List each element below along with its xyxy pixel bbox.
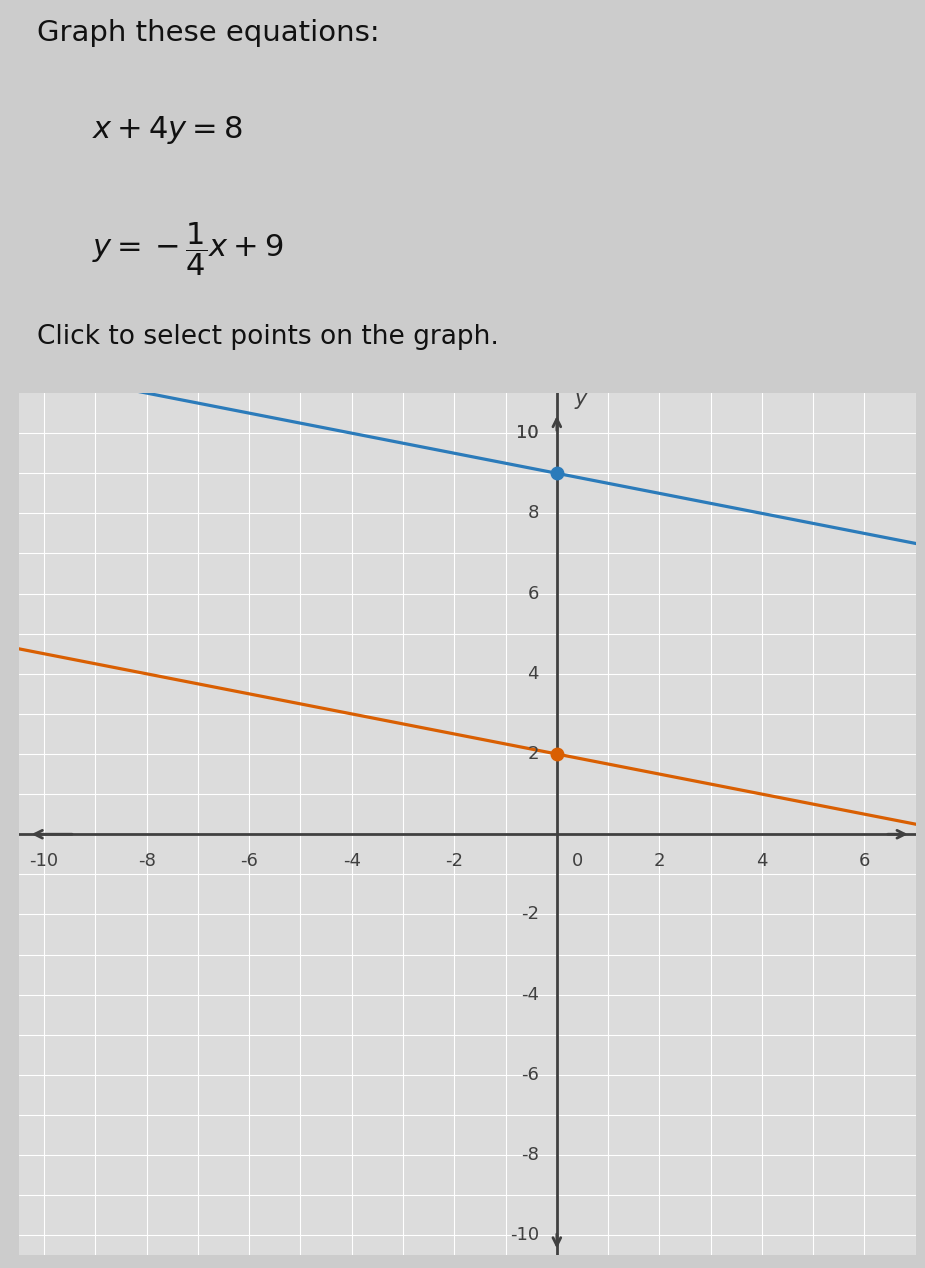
Text: 2: 2 — [654, 852, 665, 870]
Text: 10: 10 — [516, 425, 539, 443]
Text: -6: -6 — [521, 1066, 539, 1084]
Text: $x + 4y = 8$: $x + 4y = 8$ — [92, 114, 243, 146]
Text: -2: -2 — [521, 905, 539, 923]
Text: -4: -4 — [343, 852, 361, 870]
Text: 8: 8 — [527, 505, 539, 522]
Text: -8: -8 — [521, 1146, 539, 1164]
Text: 2: 2 — [527, 746, 539, 763]
Text: 10: 10 — [516, 425, 539, 443]
Text: -10: -10 — [30, 852, 58, 870]
Text: -4: -4 — [521, 985, 539, 1004]
Text: 4: 4 — [756, 852, 768, 870]
Text: 6: 6 — [527, 585, 539, 602]
Text: -10: -10 — [510, 1226, 539, 1244]
Text: -2: -2 — [445, 852, 463, 870]
Text: 4: 4 — [527, 664, 539, 682]
Text: 6: 6 — [858, 852, 870, 870]
Text: 0: 0 — [573, 852, 584, 870]
Text: Click to select points on the graph.: Click to select points on the graph. — [37, 323, 499, 350]
Text: -8: -8 — [138, 852, 155, 870]
Text: $y = -\dfrac{1}{4}x + 9$: $y = -\dfrac{1}{4}x + 9$ — [92, 221, 284, 278]
Text: Graph these equations:: Graph these equations: — [37, 19, 379, 47]
Text: -6: -6 — [240, 852, 258, 870]
Text: y: y — [574, 389, 587, 410]
